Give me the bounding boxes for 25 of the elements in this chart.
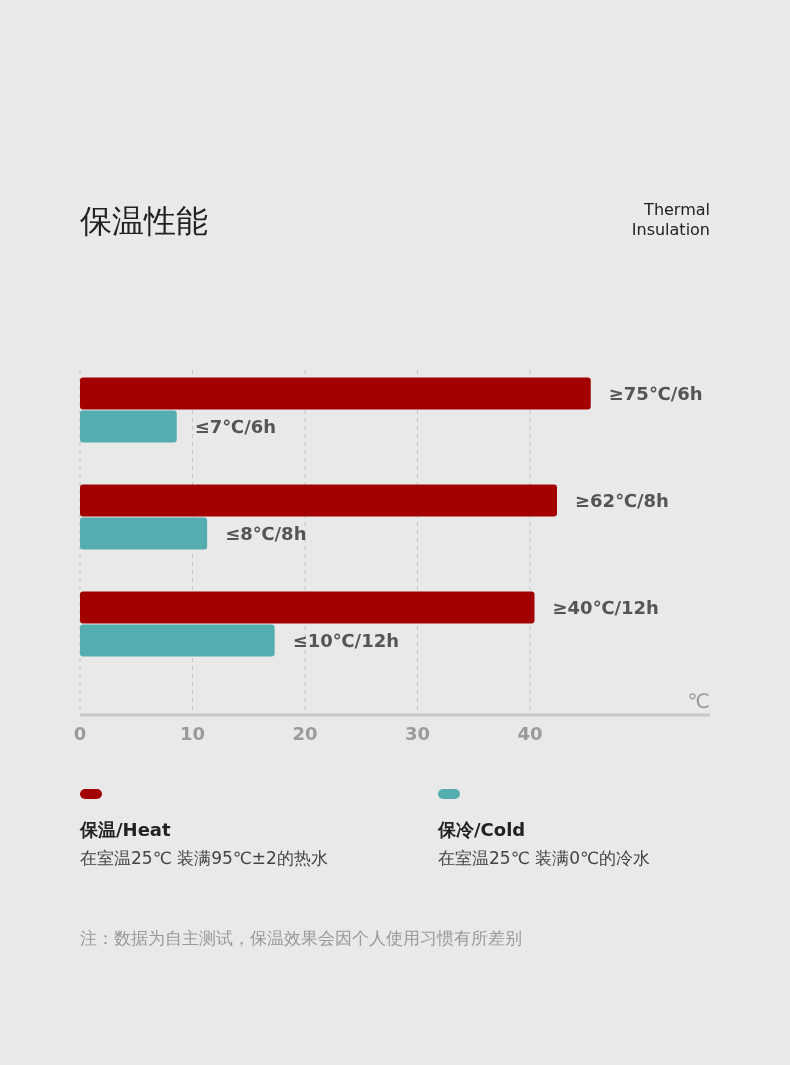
legend-label: 保温/Heat bbox=[79, 819, 171, 840]
bar bbox=[80, 624, 275, 657]
x-tick-label: 10 bbox=[179, 723, 206, 744]
data-label: ≥75℃/6h bbox=[608, 383, 703, 404]
x-tick-label: 0 bbox=[73, 723, 87, 744]
data-label: ≥40℃/12h bbox=[552, 597, 659, 618]
chart-title: 保温性能 bbox=[80, 202, 208, 240]
data-label: ≥62℃/8h bbox=[575, 490, 669, 511]
data-label: ≤8℃/8h bbox=[225, 523, 307, 544]
bar bbox=[80, 517, 208, 550]
x-tick-label: 30 bbox=[404, 723, 431, 744]
legend-label: 保冷/Cold bbox=[437, 819, 526, 840]
bar bbox=[80, 591, 535, 624]
x-tick-label: 40 bbox=[517, 723, 543, 744]
bar bbox=[80, 377, 591, 410]
text: 在室温25℃ 装满0℃的冷水 bbox=[438, 848, 651, 868]
bar bbox=[80, 484, 557, 517]
data-label: ≤10℃/12h bbox=[292, 630, 399, 651]
chart-subtitle: Thermal Insulation bbox=[631, 200, 710, 239]
text: 注：数据为自主测试，保温效果会因个人使用习惯有所差别 bbox=[80, 928, 522, 948]
x-axis-title: ℃ bbox=[687, 689, 710, 713]
text: 在室温25℃ 装满95℃±2的热水 bbox=[80, 848, 328, 868]
data-label: ≤7℃/6h bbox=[194, 416, 277, 437]
bar bbox=[80, 410, 177, 443]
x-tick-label: 20 bbox=[292, 723, 318, 744]
